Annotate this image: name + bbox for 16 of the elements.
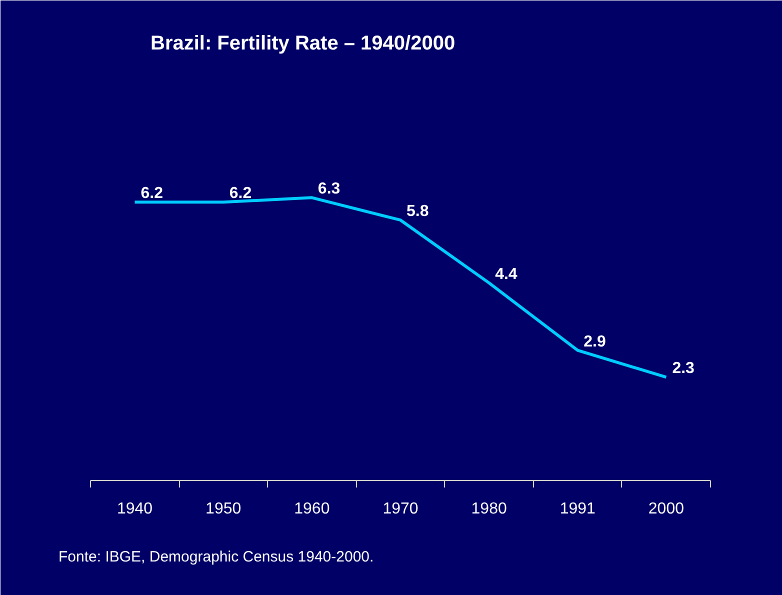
x-tick-label: 1960 (294, 500, 330, 518)
x-tick-label: 1940 (116, 500, 153, 518)
source-note: Fonte: IBGE, Demographic Census 1940-2000. (58, 548, 374, 566)
x-tick-label: 1970 (382, 500, 418, 518)
data-label: 2.3 (672, 360, 695, 378)
x-tick-label: 1950 (206, 500, 242, 518)
data-label: 5.8 (406, 203, 429, 220)
data-label: 6.3 (318, 180, 340, 198)
data-label: 4.4 (495, 266, 518, 283)
x-tick-label: 2000 (648, 500, 684, 518)
data-label: 6.2 (229, 185, 252, 202)
x-tick-label: 1980 (471, 500, 507, 518)
data-label: 2.9 (584, 333, 606, 350)
data-label: 6.2 (140, 185, 164, 202)
x-tick-label: 1991 (560, 500, 596, 518)
chart-title: Brazil: Fertility Rate – 1940/2000 (150, 32, 456, 54)
